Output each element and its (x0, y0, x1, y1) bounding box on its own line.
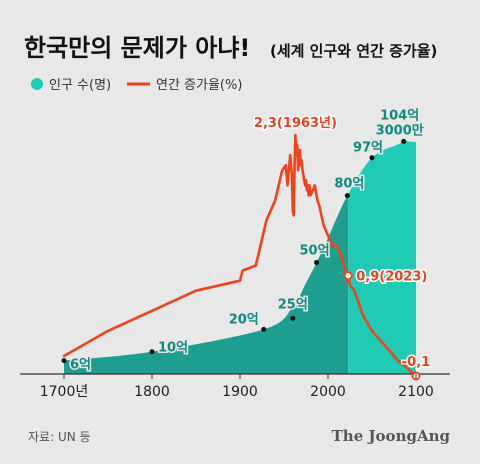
growth-annotation-label: 2,3(1963년) (254, 116, 337, 131)
population-marker (314, 260, 320, 265)
growth-annotation-label: 0,9(2023) (356, 270, 427, 285)
population-label: 25억 (278, 297, 308, 312)
population-marker (344, 193, 350, 199)
population-label: 50억 (300, 244, 330, 259)
population-marker (149, 349, 155, 355)
population-label: 6억 (70, 358, 91, 373)
population-label: 3000만 (376, 122, 424, 138)
population-marker (401, 138, 407, 144)
population-label: 20억 (229, 312, 259, 327)
population-marker (290, 315, 296, 321)
population-area-historical (64, 194, 349, 374)
legend-population-label: 인구 수(명) (49, 78, 111, 93)
chart-subtitle: (세계 인구와 연간 증가율) (270, 42, 437, 60)
population-label: 10억 (158, 341, 188, 356)
x-tick-label: 2100 (398, 384, 434, 400)
brand-logo: The JoongAng (332, 427, 451, 445)
marker-group (61, 138, 421, 381)
population-label: 104억 (380, 108, 419, 123)
population-marker (261, 326, 267, 332)
legend-population-swatch (31, 78, 43, 90)
chart-title: 한국만의 문제가 아냐! (24, 34, 250, 62)
x-tick-label: 1900 (222, 384, 258, 400)
legend: 인구 수(명) 연간 증가율(%) (31, 78, 242, 93)
population-marker (369, 155, 375, 161)
source-note: 자료: UN 등 (28, 430, 91, 444)
legend-growth-label: 연간 증가율(%) (156, 78, 242, 93)
x-tick-label: 2000 (310, 384, 346, 400)
x-tick-label: 1800 (134, 384, 170, 400)
growth-marker (343, 271, 353, 281)
x-axis-ticks: 1700년 1800 1900 2000 2100 (40, 374, 434, 400)
population-label: 80억 (334, 177, 364, 192)
x-tick-label: 1700년 (40, 384, 89, 400)
population-area-projection (348, 141, 416, 374)
population-area-group (64, 141, 416, 374)
population-label: 97억 (353, 141, 383, 156)
population-marker (61, 358, 67, 364)
growth-annotation-label: -0,1 (402, 355, 430, 370)
